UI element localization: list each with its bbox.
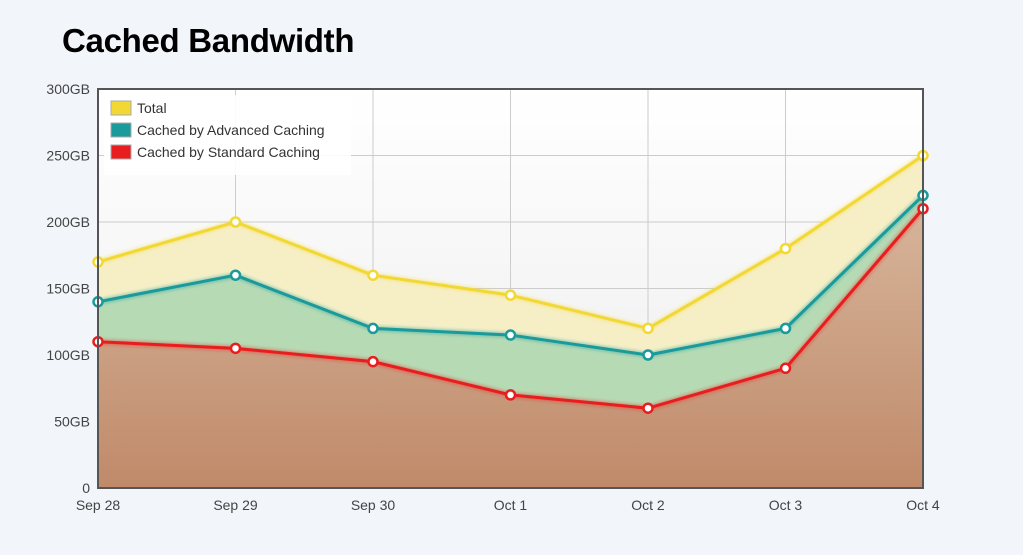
plot-frame — [97, 88, 924, 489]
legend-swatch — [110, 122, 132, 138]
y-tick-label: 200GB — [46, 214, 90, 230]
area-standard-caching — [98, 208, 923, 488]
x-tick-label: Oct 1 — [494, 497, 528, 513]
x-tick-label: Oct 2 — [631, 497, 665, 513]
legend-item[interactable]: Total — [110, 100, 167, 116]
y-axis: 0 50GB 100GB 150GB 200GB 250GB 300GB — [46, 81, 90, 496]
legend-label: Cached by Standard Caching — [137, 144, 320, 160]
y-tick-label: 0 — [82, 480, 90, 496]
y-tick-label: 300GB — [46, 81, 90, 97]
legend-label: Total — [137, 100, 167, 116]
x-tick-label: Oct 3 — [769, 497, 803, 513]
x-tick-label: Oct 4 — [906, 497, 940, 513]
y-tick-label: 250GB — [46, 148, 90, 164]
data-point[interactable] — [504, 389, 517, 401]
data-point[interactable] — [504, 289, 517, 301]
data-point[interactable] — [779, 362, 792, 375]
legend-swatch — [110, 144, 132, 160]
legend-swatch — [110, 100, 132, 116]
data-point[interactable] — [229, 342, 242, 355]
legend-background — [104, 95, 351, 175]
data-point[interactable] — [779, 242, 792, 255]
x-axis: Sep 28 Sep 29 Sep 30 Oct 1 Oct 2 Oct 3 Oct 4 — [76, 497, 940, 513]
y-tick-label: 50GB — [54, 414, 90, 430]
data-point[interactable] — [504, 329, 517, 341]
x-tick-label: Sep 30 — [351, 497, 396, 513]
data-point[interactable] — [779, 322, 792, 335]
page-title: Cached Bandwidth — [62, 22, 355, 59]
legend: Total Cached by Advanced Caching Cached by… — [104, 95, 351, 175]
data-point[interactable] — [367, 322, 379, 335]
legend-label: Cached by Advanced Caching — [137, 122, 325, 138]
legend-item[interactable]: Cached by Standard Caching — [110, 144, 320, 160]
x-tick-label: Sep 28 — [76, 497, 121, 513]
data-point[interactable] — [642, 349, 654, 361]
data-point[interactable] — [229, 269, 242, 281]
data-point[interactable] — [229, 216, 242, 228]
x-tick-label: Sep 29 — [213, 497, 258, 513]
data-point[interactable] — [642, 322, 654, 335]
data-point[interactable] — [642, 402, 654, 414]
data-point[interactable] — [367, 355, 379, 368]
y-tick-label: 100GB — [46, 347, 90, 363]
legend-item[interactable]: Cached by Advanced Caching — [110, 122, 325, 138]
data-point[interactable] — [367, 269, 379, 281]
y-tick-label: 150GB — [46, 281, 90, 297]
